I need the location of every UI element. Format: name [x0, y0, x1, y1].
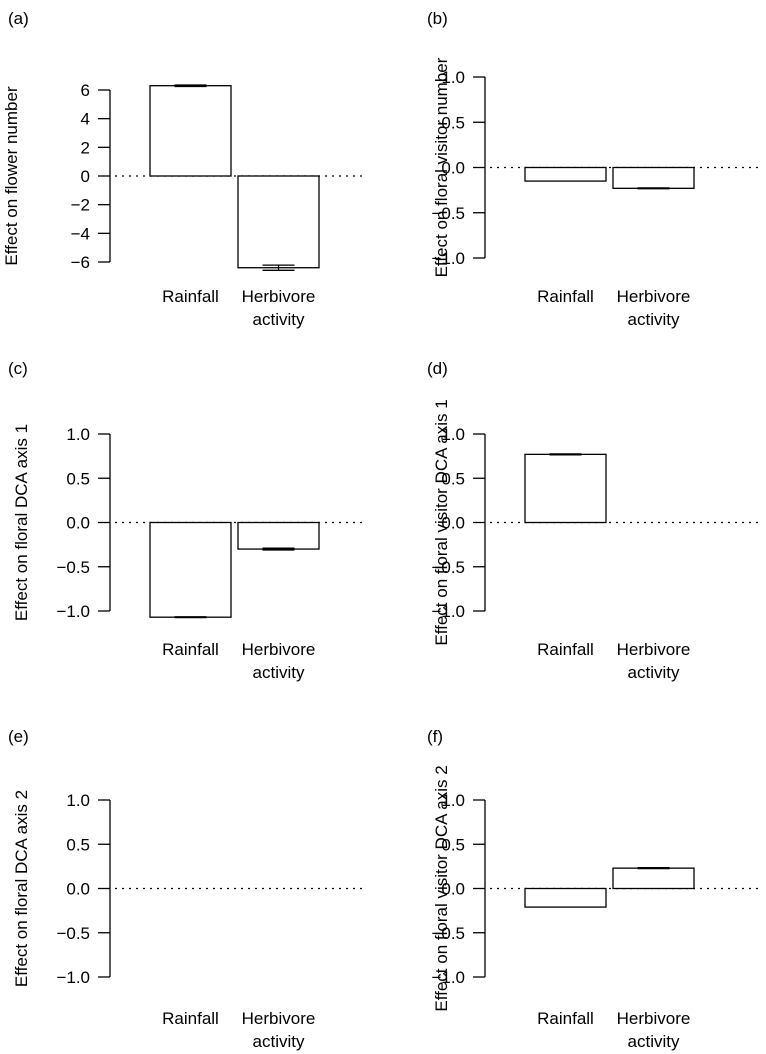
x-category-label: Herbivore — [617, 287, 691, 306]
x-category-label: Herbivore — [617, 640, 691, 659]
y-tick-label: 6 — [81, 81, 90, 100]
y-tick-label: 0.5 — [441, 835, 465, 854]
x-category-label: activity — [253, 1032, 305, 1051]
y-tick-label: 0.0 — [441, 880, 465, 899]
y-tick-label: 0 — [81, 167, 90, 186]
y-axis-label: Effect on floral DCA axis 1 — [12, 424, 31, 621]
bar-rainfall — [149, 85, 232, 177]
panel-letter: (d) — [427, 359, 448, 378]
y-axis-label: Effect on flower number — [2, 86, 21, 266]
y-tick-label: 0.5 — [441, 113, 465, 132]
x-category-label: Rainfall — [162, 640, 219, 659]
y-tick-label: 0.0 — [441, 514, 465, 533]
y-tick-label: 4 — [81, 110, 90, 129]
y-tick-label: −0.5 — [431, 924, 465, 943]
y-tick-label: 0.0 — [66, 514, 90, 533]
x-category-label: activity — [628, 310, 680, 329]
y-tick-label: 1.0 — [441, 68, 465, 87]
chart-panel-3: (d) Effect on floral visitor DCA axis 11.… — [427, 359, 762, 682]
y-tick-label: 0.5 — [66, 835, 90, 854]
y-tick-label: 0.5 — [66, 469, 90, 488]
y-tick-label: −1.0 — [431, 249, 465, 268]
y-tick-label: 2 — [81, 138, 90, 157]
x-category-label: Rainfall — [537, 287, 594, 306]
bar-rainfall — [524, 166, 607, 182]
chart-panel-0: (a) Effect on flower number 6 4 2 0 −2 −4 −6 Rain… — [2, 9, 362, 329]
y-axis-label: Effect on floral DCA axis 2 — [12, 790, 31, 987]
x-category-label: Herbivore — [242, 287, 316, 306]
y-tick-label: −0.5 — [431, 558, 465, 577]
bar-herbivore-activity — [237, 175, 320, 269]
y-tick-label: 0.5 — [441, 469, 465, 488]
y-tick-label: −1.0 — [56, 602, 90, 621]
chart-panel-5: (f) Effect on floral visitor DCA axis 21.… — [427, 727, 762, 1051]
y-axis-label: Effect on floral visitor DCA axis 2 — [432, 765, 451, 1011]
y-tick-label: −1.0 — [431, 602, 465, 621]
x-category-label: Herbivore — [617, 1009, 691, 1028]
y-tick-label: 1.0 — [441, 791, 465, 810]
x-category-label: Rainfall — [537, 1009, 594, 1028]
y-tick-label: −1.0 — [431, 968, 465, 987]
y-tick-label: 1.0 — [441, 425, 465, 444]
y-tick-label: −1.0 — [56, 968, 90, 987]
y-tick-label: −0.5 — [431, 204, 465, 223]
y-tick-label: 0.0 — [66, 880, 90, 899]
x-category-label: Rainfall — [162, 1009, 219, 1028]
panel-letter: (e) — [8, 727, 29, 746]
bar-rainfall — [149, 521, 232, 618]
x-category-label: activity — [253, 663, 305, 682]
bar-rainfall — [524, 887, 607, 908]
bar-herbivore-activity — [612, 867, 695, 890]
chart-panel-2: (c) Effect on floral DCA axis 1 1.0 0.5 0.0 −… — [8, 359, 362, 682]
panel-letter: (b) — [427, 9, 448, 28]
panel-letter: (a) — [8, 9, 29, 28]
y-axis-label: Effect on floral visitor number — [432, 57, 451, 277]
x-category-label: Rainfall — [537, 640, 594, 659]
y-tick-label: −6 — [71, 253, 90, 272]
y-tick-label: −0.5 — [56, 924, 90, 943]
bar-herbivore-activity — [612, 166, 695, 189]
bar-rainfall — [524, 453, 607, 524]
x-category-label: activity — [628, 1032, 680, 1051]
y-axis-label: Effect on floral visitor DCA axis 1 — [432, 399, 451, 645]
y-tick-label: 1.0 — [66, 791, 90, 810]
panel-letter: (c) — [8, 359, 28, 378]
bar-herbivore-activity — [237, 521, 320, 550]
panel-letter: (f) — [427, 727, 443, 746]
y-tick-label: −2 — [71, 196, 90, 215]
chart-panel-4: (e) Effect on floral DCA axis 2 1.0 0.5 0.0 −… — [8, 727, 362, 1051]
x-category-label: activity — [628, 663, 680, 682]
y-tick-label: −4 — [71, 224, 90, 243]
y-tick-label: 1.0 — [66, 425, 90, 444]
x-category-label: Rainfall — [162, 287, 219, 306]
x-category-label: activity — [253, 310, 305, 329]
x-category-label: Herbivore — [242, 1009, 316, 1028]
y-tick-label: −0.5 — [56, 558, 90, 577]
x-category-label: Herbivore — [242, 640, 316, 659]
y-tick-label: 0.0 — [441, 159, 465, 178]
